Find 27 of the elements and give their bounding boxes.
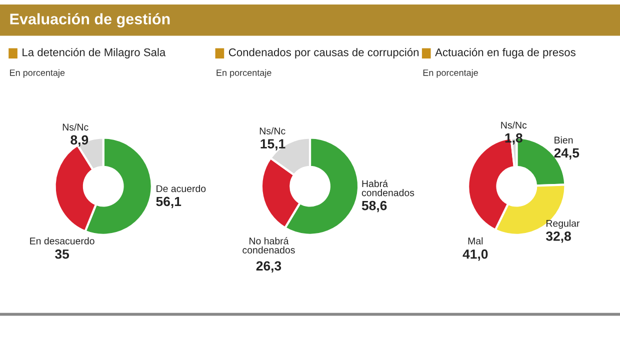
chart-title: Condenados por causas de corrupción [228, 48, 419, 58]
slice-label: Habrá condenados [362, 180, 414, 196]
chart-title: La detención de Milagro Sala [22, 48, 166, 58]
data-label: 24,5 [554, 148, 580, 160]
slice-label: Mal [468, 237, 483, 244]
chart-title: Actuación en fuga de presos [435, 48, 576, 58]
text: Evaluación de gestión [10, 13, 170, 28]
slice-label: No habrá condenados [242, 237, 295, 254]
data-label: 8,9 [70, 135, 88, 147]
slice-label: En desacuerdo [30, 237, 94, 244]
chart-subtitle: En porcentaje [10, 69, 65, 78]
slice-label: Ns/Nc [62, 123, 88, 131]
data-label: 35 [55, 249, 70, 259]
data-label: 26,3 [256, 261, 282, 272]
data-label: 1,8 [505, 133, 522, 145]
chart-subtitle: En porcentaje [423, 69, 478, 78]
slice-label: Ns/Nc [501, 121, 527, 129]
slice-label: Ns/Nc [260, 127, 286, 134]
data-label: 56,1 [156, 196, 182, 208]
slice-label: Regular [546, 220, 580, 229]
data-label: 58,6 [362, 200, 387, 212]
slice-label: De acuerdo [156, 184, 206, 192]
data-label: 15,1 [260, 139, 286, 150]
data-label: 41,0 [462, 249, 488, 261]
data-label: 32,8 [546, 231, 571, 243]
chart-subtitle: En porcentaje [216, 69, 272, 78]
slice-label: Bien [554, 136, 573, 144]
